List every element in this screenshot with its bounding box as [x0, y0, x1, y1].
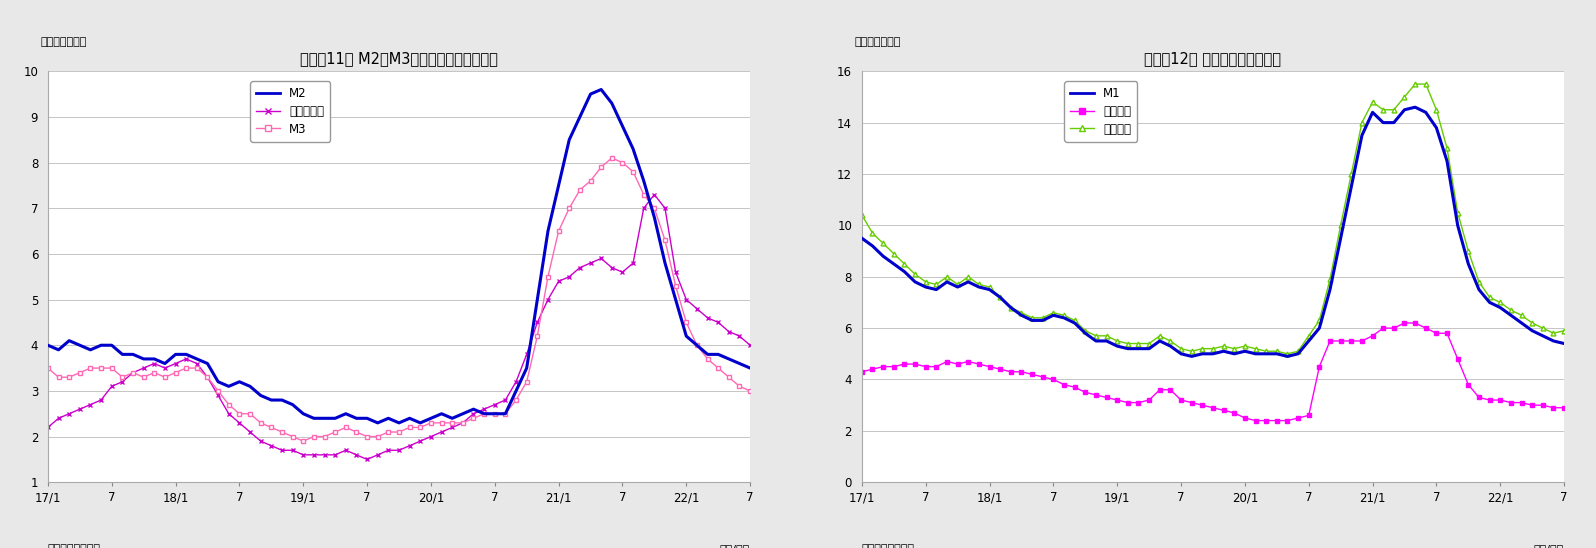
Legend: M2, 広義流動性, M3: M2, 広義流動性, M3: [251, 81, 330, 141]
Text: （前年比、％）: （前年比、％）: [41, 37, 88, 47]
Title: （図表12） 現金・預金の伸び率: （図表12） 現金・預金の伸び率: [1144, 51, 1282, 66]
Text: （資料）日本銀行: （資料）日本銀行: [862, 544, 915, 548]
Title: （図表11） M2、M3、広義流動性の伸び率: （図表11） M2、M3、広義流動性の伸び率: [300, 51, 498, 66]
Text: （前年比、％）: （前年比、％）: [855, 37, 902, 47]
Text: （年/月）: （年/月）: [720, 544, 750, 548]
Text: （資料）日本銀行: （資料）日本銀行: [48, 544, 101, 548]
Text: （年/月）: （年/月）: [1534, 544, 1564, 548]
Legend: M1, 現金通貨, 預金通貨: M1, 現金通貨, 預金通貨: [1065, 81, 1138, 141]
